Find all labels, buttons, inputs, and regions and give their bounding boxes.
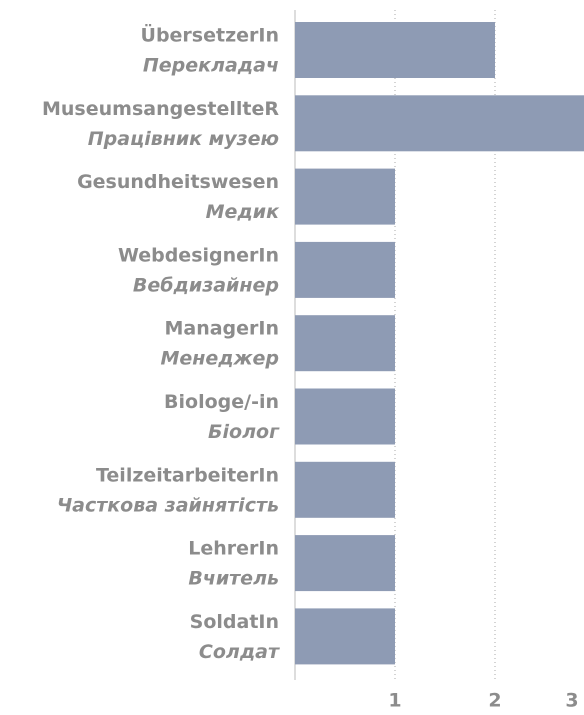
category-label: ManagerIn xyxy=(164,318,279,340)
category-label-uk: Медик xyxy=(206,201,280,223)
category-label-uk: Часткова зайнятість xyxy=(57,494,279,516)
category-label: ÜbersetzerIn xyxy=(141,23,279,47)
category-label: LehrerIn xyxy=(188,538,279,560)
category-label-uk: Солдат xyxy=(199,641,280,663)
bar xyxy=(295,608,395,665)
bar xyxy=(295,95,584,152)
category-label-uk: Вчитель xyxy=(188,568,279,590)
bar xyxy=(295,241,395,298)
category-label-uk: Менеджер xyxy=(160,348,279,370)
x-tick-label: 1 xyxy=(388,690,401,712)
x-tick-label: 2 xyxy=(488,690,501,712)
bar xyxy=(295,315,395,372)
x-tick-label: 3 xyxy=(565,690,578,712)
category-label: MuseumsangestellteR xyxy=(42,98,279,120)
category-label: SoldatIn xyxy=(190,611,279,633)
bar xyxy=(295,22,495,78)
category-label-uk: Вебдизайнер xyxy=(133,274,279,296)
bar xyxy=(295,461,395,518)
category-label: WebdesignerIn xyxy=(118,244,279,266)
category-label: TeilzeitarbeiterIn xyxy=(96,464,279,486)
category-label-uk: Біолог xyxy=(208,421,280,443)
category-label-uk: Працівник музею xyxy=(88,128,279,150)
bar xyxy=(295,168,395,225)
bar xyxy=(295,388,395,445)
category-label: Biologe/-in xyxy=(164,391,279,413)
category-label: Gesundheitswesen xyxy=(77,171,279,193)
category-label-uk: Перекладач xyxy=(143,55,279,77)
bar xyxy=(295,535,395,592)
